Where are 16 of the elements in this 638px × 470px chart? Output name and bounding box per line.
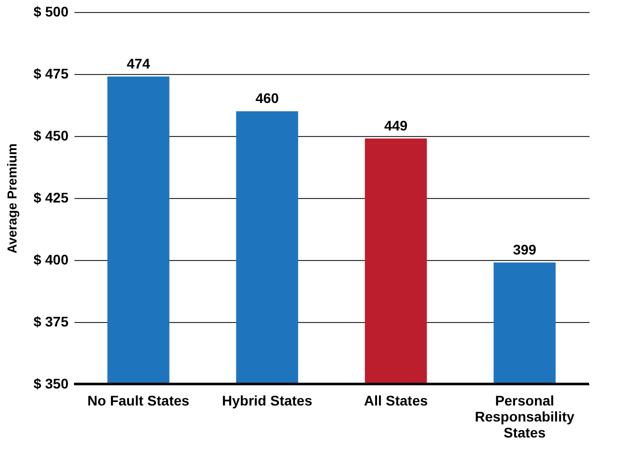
y-tick-label: $ 400 bbox=[33, 252, 69, 268]
y-tick-label: $ 375 bbox=[33, 314, 69, 330]
y-tick-label: $ 450 bbox=[33, 128, 69, 144]
y-tick-label: $ 500 bbox=[33, 4, 69, 20]
x-tick-label: Personal Responsability States bbox=[474, 392, 575, 440]
data-label: 399 bbox=[512, 241, 537, 258]
x-tick-label: No Fault States bbox=[87, 392, 190, 408]
x-tick-label: All States bbox=[364, 392, 428, 408]
data-label: 449 bbox=[384, 117, 408, 134]
x-tick-label: Hybrid States bbox=[222, 392, 312, 408]
y-tick-label: $ 425 bbox=[33, 190, 69, 206]
data-label: 460 bbox=[255, 90, 280, 106]
data-label: 474 bbox=[126, 55, 150, 72]
y-tick-label: $ 475 bbox=[33, 66, 69, 82]
y-axis-title: Average Premium bbox=[4, 143, 20, 254]
y-tick-label: $ 350 bbox=[33, 376, 69, 392]
